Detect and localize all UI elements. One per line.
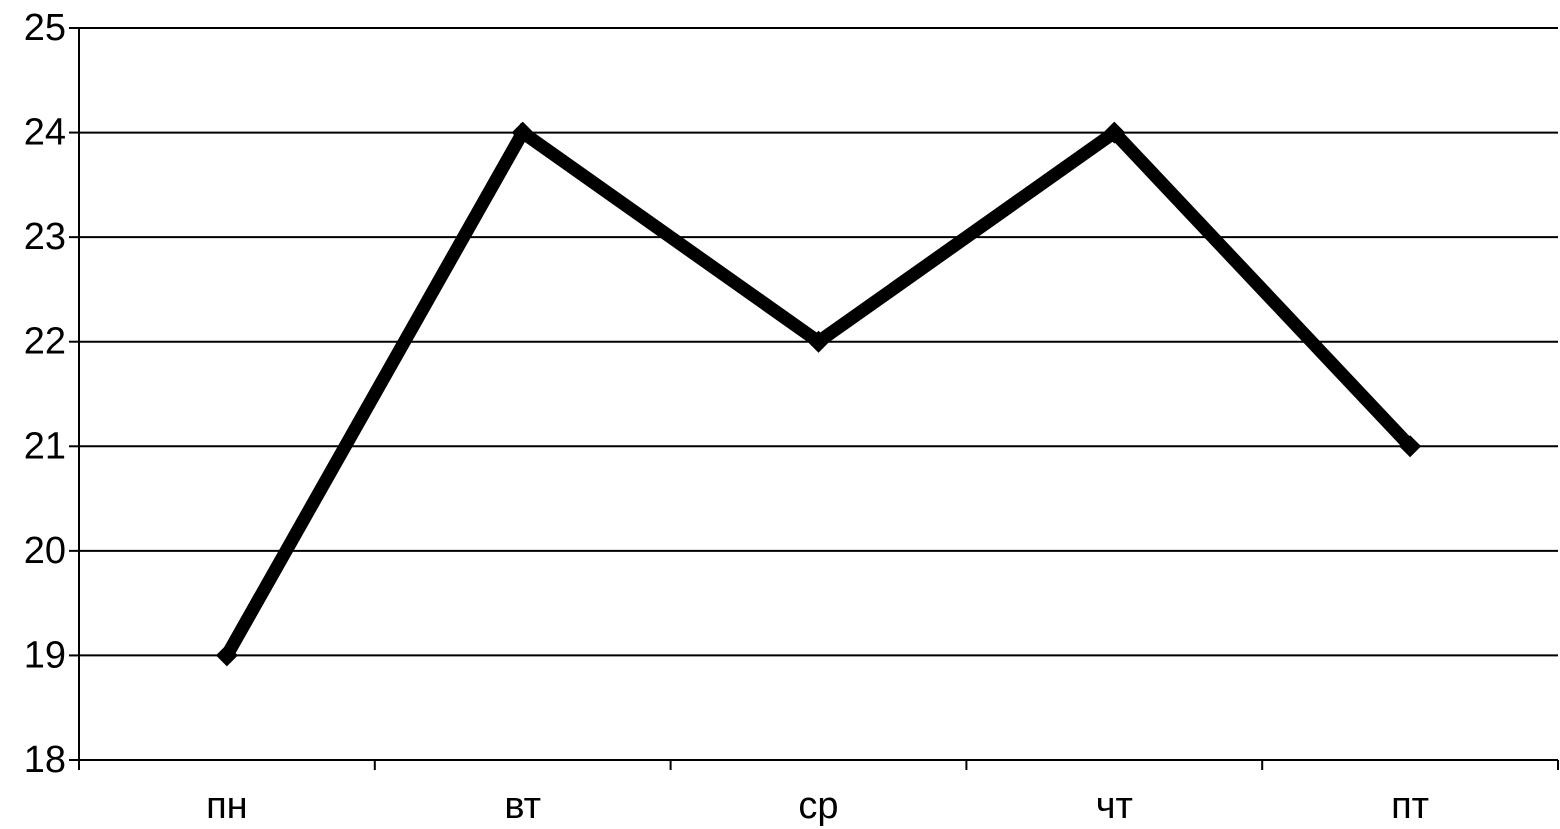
grid-lines (79, 27, 1558, 657)
axes (69, 27, 1559, 770)
x-tick-label: вт (504, 785, 541, 827)
x-tick-label: чт (1096, 785, 1133, 827)
series-group (215, 121, 1422, 667)
data-point (1103, 121, 1126, 144)
data-point (807, 330, 830, 353)
y-tick-label: 18 (24, 739, 66, 781)
y-tick-label: 19 (24, 634, 66, 676)
y-tick-label: 22 (24, 321, 66, 363)
series-line (221, 123, 1415, 659)
x-tick-label: ср (798, 785, 838, 827)
x-tick-label: пн (206, 785, 248, 827)
x-axis-tick-labels: пн вт ср чт пт (206, 785, 1429, 827)
x-tick-label: пт (1391, 785, 1429, 827)
y-tick-label: 23 (24, 216, 66, 258)
data-point (1399, 435, 1422, 458)
data-point (511, 121, 534, 144)
y-tick-label: 24 (24, 112, 66, 154)
y-tick-label: 20 (24, 530, 66, 572)
y-axis-tick-labels: 18 19 20 21 22 23 24 25 (24, 7, 66, 781)
y-tick-label: 21 (24, 425, 66, 467)
data-point (215, 644, 238, 667)
y-tick-label: 25 (24, 7, 66, 49)
